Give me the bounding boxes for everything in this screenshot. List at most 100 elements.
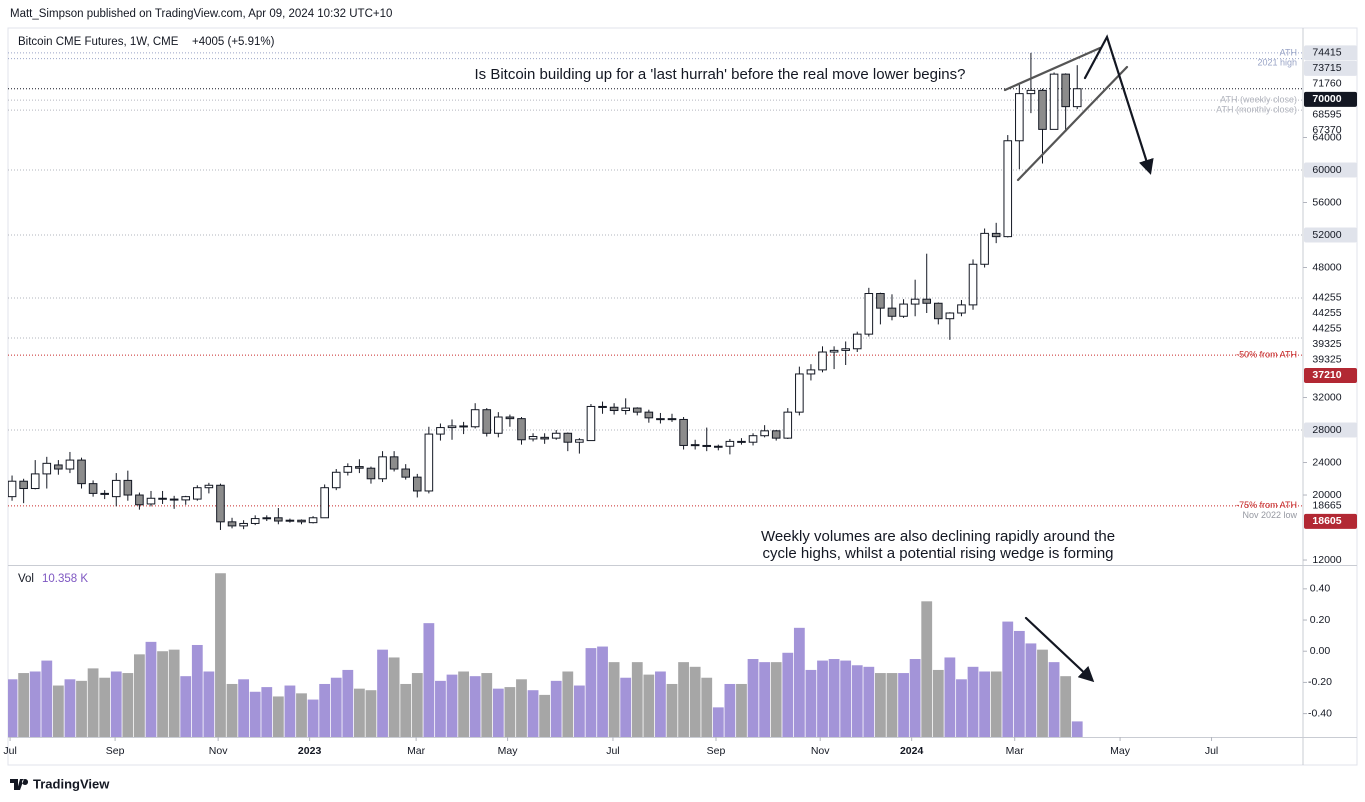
candle-body: [679, 418, 688, 446]
volume-bar: [296, 693, 307, 737]
x-tick-label: Nov: [209, 745, 228, 757]
candle-body: [980, 232, 989, 265]
level-note: -50% from ATH: [1236, 350, 1297, 360]
candle-body: [320, 487, 329, 519]
candle-body: [158, 497, 167, 500]
candle-body: [274, 517, 283, 522]
volume-bar: [782, 652, 794, 737]
level-label-bg: [1304, 91, 1357, 107]
level-label-bg: [1304, 422, 1357, 438]
x-tick-label: Sep: [106, 745, 125, 757]
level-label: 28000: [1312, 424, 1341, 436]
volume-bar: [446, 674, 458, 737]
volume-bar: [550, 680, 562, 737]
level-label: 71760: [1312, 78, 1341, 90]
candle-body: [563, 432, 573, 443]
price-change: +4005 (+5.91%): [192, 36, 275, 48]
volume-bar: [597, 646, 608, 737]
symbol-title: Bitcoin CME Futures, 1W, CME: [18, 36, 179, 48]
volume-bar: [1025, 643, 1037, 737]
candle-body: [575, 439, 584, 443]
candle-body: [401, 468, 411, 478]
x-tick-label: Jul: [3, 745, 16, 757]
x-tick-label: Jul: [606, 745, 619, 757]
candle-body: [1015, 93, 1024, 142]
x-tick-label: 2024: [900, 745, 924, 757]
volume-bar: [701, 677, 713, 737]
candle-body: [505, 416, 515, 420]
y-tick-label: 64000: [1312, 131, 1341, 143]
candle-body: [714, 445, 723, 448]
volume-legend-name: Vol: [18, 573, 34, 585]
candle-body: [540, 436, 549, 440]
byline: Matt_Simpson published on TradingView.co…: [10, 8, 392, 20]
candle-body: [910, 298, 920, 305]
candle-body: [760, 430, 769, 437]
volume-bar: [8, 679, 18, 737]
candle-body: [436, 427, 445, 435]
candle-body: [1072, 88, 1082, 108]
volume-bar: [87, 668, 99, 737]
annotation: Is Bitcoin building up for a 'last hurra…: [474, 66, 965, 83]
candle-body: [19, 480, 28, 490]
volume-bar: [1002, 621, 1014, 737]
volume-arrow: [1024, 616, 1095, 683]
volume-bar: [18, 673, 30, 737]
volume-bar: [469, 676, 481, 737]
level-label-bg: [1304, 162, 1357, 178]
volume-bar: [458, 671, 469, 737]
volume-bar: [400, 683, 412, 737]
level-label: 37210: [1312, 369, 1341, 381]
candle-body: [598, 405, 607, 408]
candle-body: [1038, 89, 1047, 130]
candle-body: [690, 444, 700, 447]
volume-bar: [539, 694, 551, 737]
volume-bar: [956, 679, 967, 737]
x-tick-label: May: [1110, 745, 1131, 757]
candle-body: [702, 444, 712, 447]
candle-body: [88, 483, 98, 494]
volume-bar: [492, 688, 504, 737]
level-label: 44255: [1312, 292, 1341, 304]
volume-bar: [828, 659, 840, 737]
candle-body: [343, 466, 353, 473]
candle-body: [285, 519, 295, 522]
volume-bar: [967, 666, 979, 737]
volume-bar: [157, 651, 168, 737]
volume-bar: [76, 680, 87, 737]
volume-bar: [1013, 630, 1025, 737]
volume-bar: [388, 657, 400, 737]
x-tick-label: Jul: [1205, 745, 1218, 757]
y-tick-label: 56000: [1312, 196, 1341, 208]
level-label-bg: [1304, 513, 1357, 529]
x-tick-label: Sep: [707, 745, 726, 757]
volume-bar: [481, 673, 493, 737]
volume-bar: [1048, 662, 1060, 737]
volume-bar: [1060, 676, 1072, 737]
volume-bar: [932, 669, 944, 737]
level-note: Nov 2022 low: [1242, 510, 1297, 520]
candle-body: [818, 351, 827, 371]
candle-body: [204, 484, 214, 489]
level-label: 39325: [1312, 338, 1341, 350]
volume-bar: [643, 674, 655, 737]
candle-body: [366, 467, 376, 480]
volume-bar: [909, 659, 921, 737]
plot: [8, 52, 1083, 737]
level-label: 39325: [1312, 354, 1341, 366]
candle-body: [945, 312, 955, 320]
candle-body: [517, 418, 526, 441]
volume-bar: [817, 660, 828, 737]
level-label: 44255: [1312, 323, 1341, 335]
volume-bar: [875, 673, 886, 737]
candle-body: [250, 518, 260, 524]
candle-body: [737, 440, 746, 443]
candle-body: [227, 521, 237, 527]
level-note: ATH (monthly close): [1216, 105, 1297, 115]
drawings: [1003, 34, 1154, 683]
volume-bar: [215, 573, 226, 737]
level-label: 74415: [1312, 47, 1341, 59]
level-label: 44255: [1312, 307, 1341, 319]
level-label-bg: [1304, 45, 1357, 61]
